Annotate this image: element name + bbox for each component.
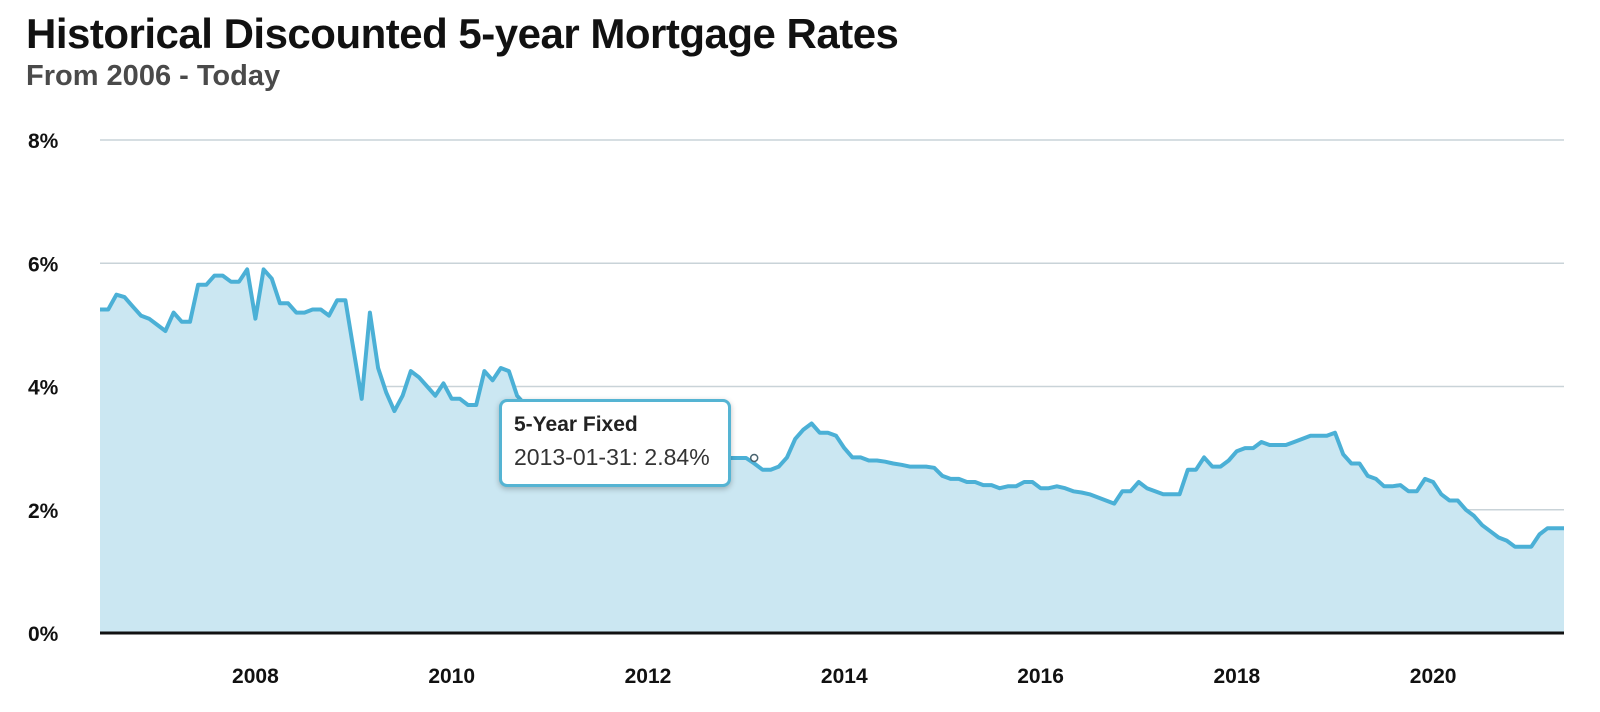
x-tick-label: 2012	[625, 665, 672, 688]
x-axis-labels: 2008 2010 2012 2014 2016 2018 2020	[232, 665, 1456, 688]
x-tick-label: 2020	[1410, 665, 1457, 688]
chart-subtitle: From 2006 - Today	[26, 60, 281, 92]
rate-series-line[interactable]	[100, 267, 1564, 549]
x-tick-label: 2014	[821, 665, 868, 688]
y-axis-labels: 0% 2% 4% 6% 8%	[28, 130, 59, 646]
chart-title: Historical Discounted 5-year Mortgage Ra…	[26, 10, 899, 57]
tooltip-value: 2013-01-31: 2.84%	[514, 444, 710, 470]
tooltip-series-name: 5-Year Fixed	[514, 413, 638, 436]
x-tick-label: 2016	[1017, 665, 1064, 688]
y-tick-label: 8%	[28, 130, 59, 153]
y-tick-label: 4%	[28, 377, 59, 400]
y-tick-label: 2%	[28, 500, 59, 523]
y-tick-label: 0%	[28, 623, 59, 646]
x-tick-label: 2010	[428, 665, 475, 688]
rate-area-fill	[100, 269, 1564, 633]
x-tick-label: 2018	[1213, 665, 1260, 688]
data-tooltip: 5-Year Fixed 2013-01-31: 2.84%	[499, 399, 731, 487]
hover-point-marker	[749, 453, 759, 463]
x-tick-label: 2008	[232, 665, 279, 688]
y-tick-label: 6%	[28, 253, 59, 276]
